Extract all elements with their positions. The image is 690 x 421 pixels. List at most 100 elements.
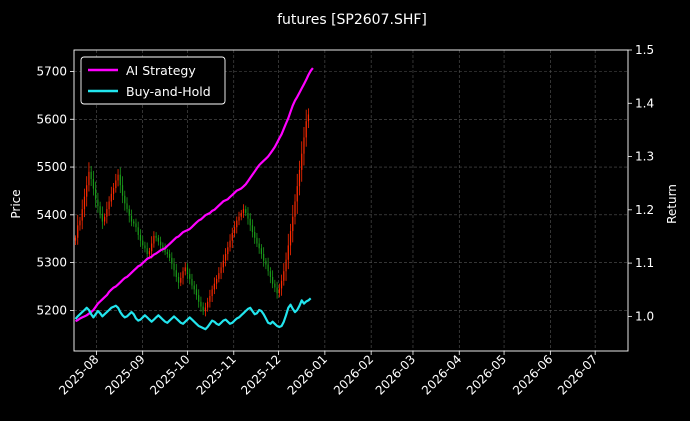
- candle: [77, 214, 79, 245]
- candle: [173, 258, 175, 277]
- candle: [186, 263, 189, 280]
- candle: [191, 273, 193, 290]
- candle: [126, 197, 128, 213]
- candle: [227, 241, 229, 261]
- candle: [222, 254, 224, 273]
- candle: [86, 176, 88, 207]
- candle: [153, 231, 155, 248]
- y2-tick-label: 1.4: [635, 96, 654, 110]
- candle: [74, 235, 77, 245]
- candle: [251, 219, 254, 238]
- candle: [231, 227, 233, 249]
- y2-tick-label: 1.0: [635, 309, 654, 323]
- candle: [233, 221, 236, 238]
- x-tick-label: 2026-02: [331, 352, 376, 397]
- candle: [182, 267, 184, 285]
- candle: [148, 247, 151, 258]
- candle: [298, 160, 301, 196]
- chart-title: futures [SP2607.SHF]: [277, 12, 427, 28]
- candle: [97, 192, 99, 213]
- candle: [283, 263, 285, 286]
- candle: [162, 242, 164, 253]
- legend: AI Strategy Buy-and-Hold: [80, 56, 226, 105]
- candle: [254, 226, 256, 244]
- y-tick-label: 5400: [36, 208, 67, 222]
- candle: [218, 267, 220, 283]
- candle: [151, 236, 153, 259]
- candle: [278, 283, 280, 298]
- y2-tick-label: 1.5: [635, 43, 654, 57]
- candle: [280, 274, 283, 296]
- candle: [130, 209, 133, 227]
- candle: [119, 167, 121, 194]
- candle: [124, 190, 126, 211]
- candle: [115, 173, 117, 193]
- candle: [104, 213, 106, 226]
- candle: [260, 244, 263, 259]
- candle: [184, 262, 186, 276]
- x-tick-label: 2026-03: [373, 352, 418, 397]
- candle: [99, 201, 101, 219]
- candle: [269, 267, 271, 284]
- buy-and-hold-line: [74, 297, 312, 331]
- x-tick-label: 2025-12: [238, 352, 283, 397]
- candle: [106, 201, 108, 224]
- candle: [272, 270, 274, 289]
- x-tick-label: 2026-04: [419, 352, 464, 397]
- candle: [139, 229, 142, 247]
- y-tick-label: 5200: [36, 303, 67, 317]
- candle: [133, 219, 135, 227]
- candle: [249, 213, 251, 232]
- legend-label-ai-strategy: AI Strategy: [126, 63, 196, 78]
- candle: [81, 199, 83, 230]
- candle: [202, 302, 204, 316]
- candle: [294, 194, 296, 225]
- candle: [160, 236, 162, 250]
- candle: [92, 170, 95, 196]
- candle: [267, 257, 269, 276]
- candle: [307, 108, 310, 129]
- candle: [224, 248, 227, 267]
- candle: [142, 235, 144, 250]
- y-tick-label: 5300: [36, 256, 67, 270]
- candle: [276, 281, 278, 299]
- candle: [128, 205, 130, 223]
- candle: [112, 183, 115, 201]
- y2-tick-label: 1.2: [635, 203, 654, 217]
- y2-tick-label: 1.1: [635, 256, 654, 270]
- x-tick-label: 2025-09: [102, 352, 147, 397]
- candle: [238, 211, 240, 226]
- y-tick-label: 5500: [36, 160, 67, 174]
- candle: [189, 268, 191, 285]
- return-lines: [74, 67, 314, 331]
- candle: [171, 252, 173, 270]
- candle: [155, 232, 157, 242]
- y-tick-label: 5700: [36, 65, 67, 79]
- candle: [108, 196, 110, 216]
- candle: [256, 232, 258, 248]
- candle: [296, 173, 298, 214]
- candle: [220, 262, 222, 280]
- y-axis-label: Price: [9, 189, 23, 218]
- x-tick-label: 2026-05: [464, 352, 509, 397]
- legend-label-buy-and-hold: Buy-and-Hold: [126, 84, 211, 99]
- candle: [195, 284, 198, 300]
- candle: [301, 141, 303, 182]
- ai-strategy-line: [75, 67, 314, 323]
- y2-axis-label: Return: [665, 184, 679, 224]
- candle: [274, 279, 276, 293]
- candle: [263, 247, 265, 267]
- candle: [292, 204, 294, 243]
- x-tick-label: 2026-07: [555, 352, 600, 397]
- candle: [229, 234, 231, 252]
- candle: [236, 216, 238, 234]
- candle: [247, 207, 249, 225]
- candle: [216, 275, 218, 290]
- candle: [157, 234, 159, 246]
- candle: [83, 188, 86, 218]
- candle: [144, 241, 146, 253]
- candle: [110, 186, 112, 207]
- candle: [200, 296, 202, 312]
- candlesticks: [74, 108, 310, 317]
